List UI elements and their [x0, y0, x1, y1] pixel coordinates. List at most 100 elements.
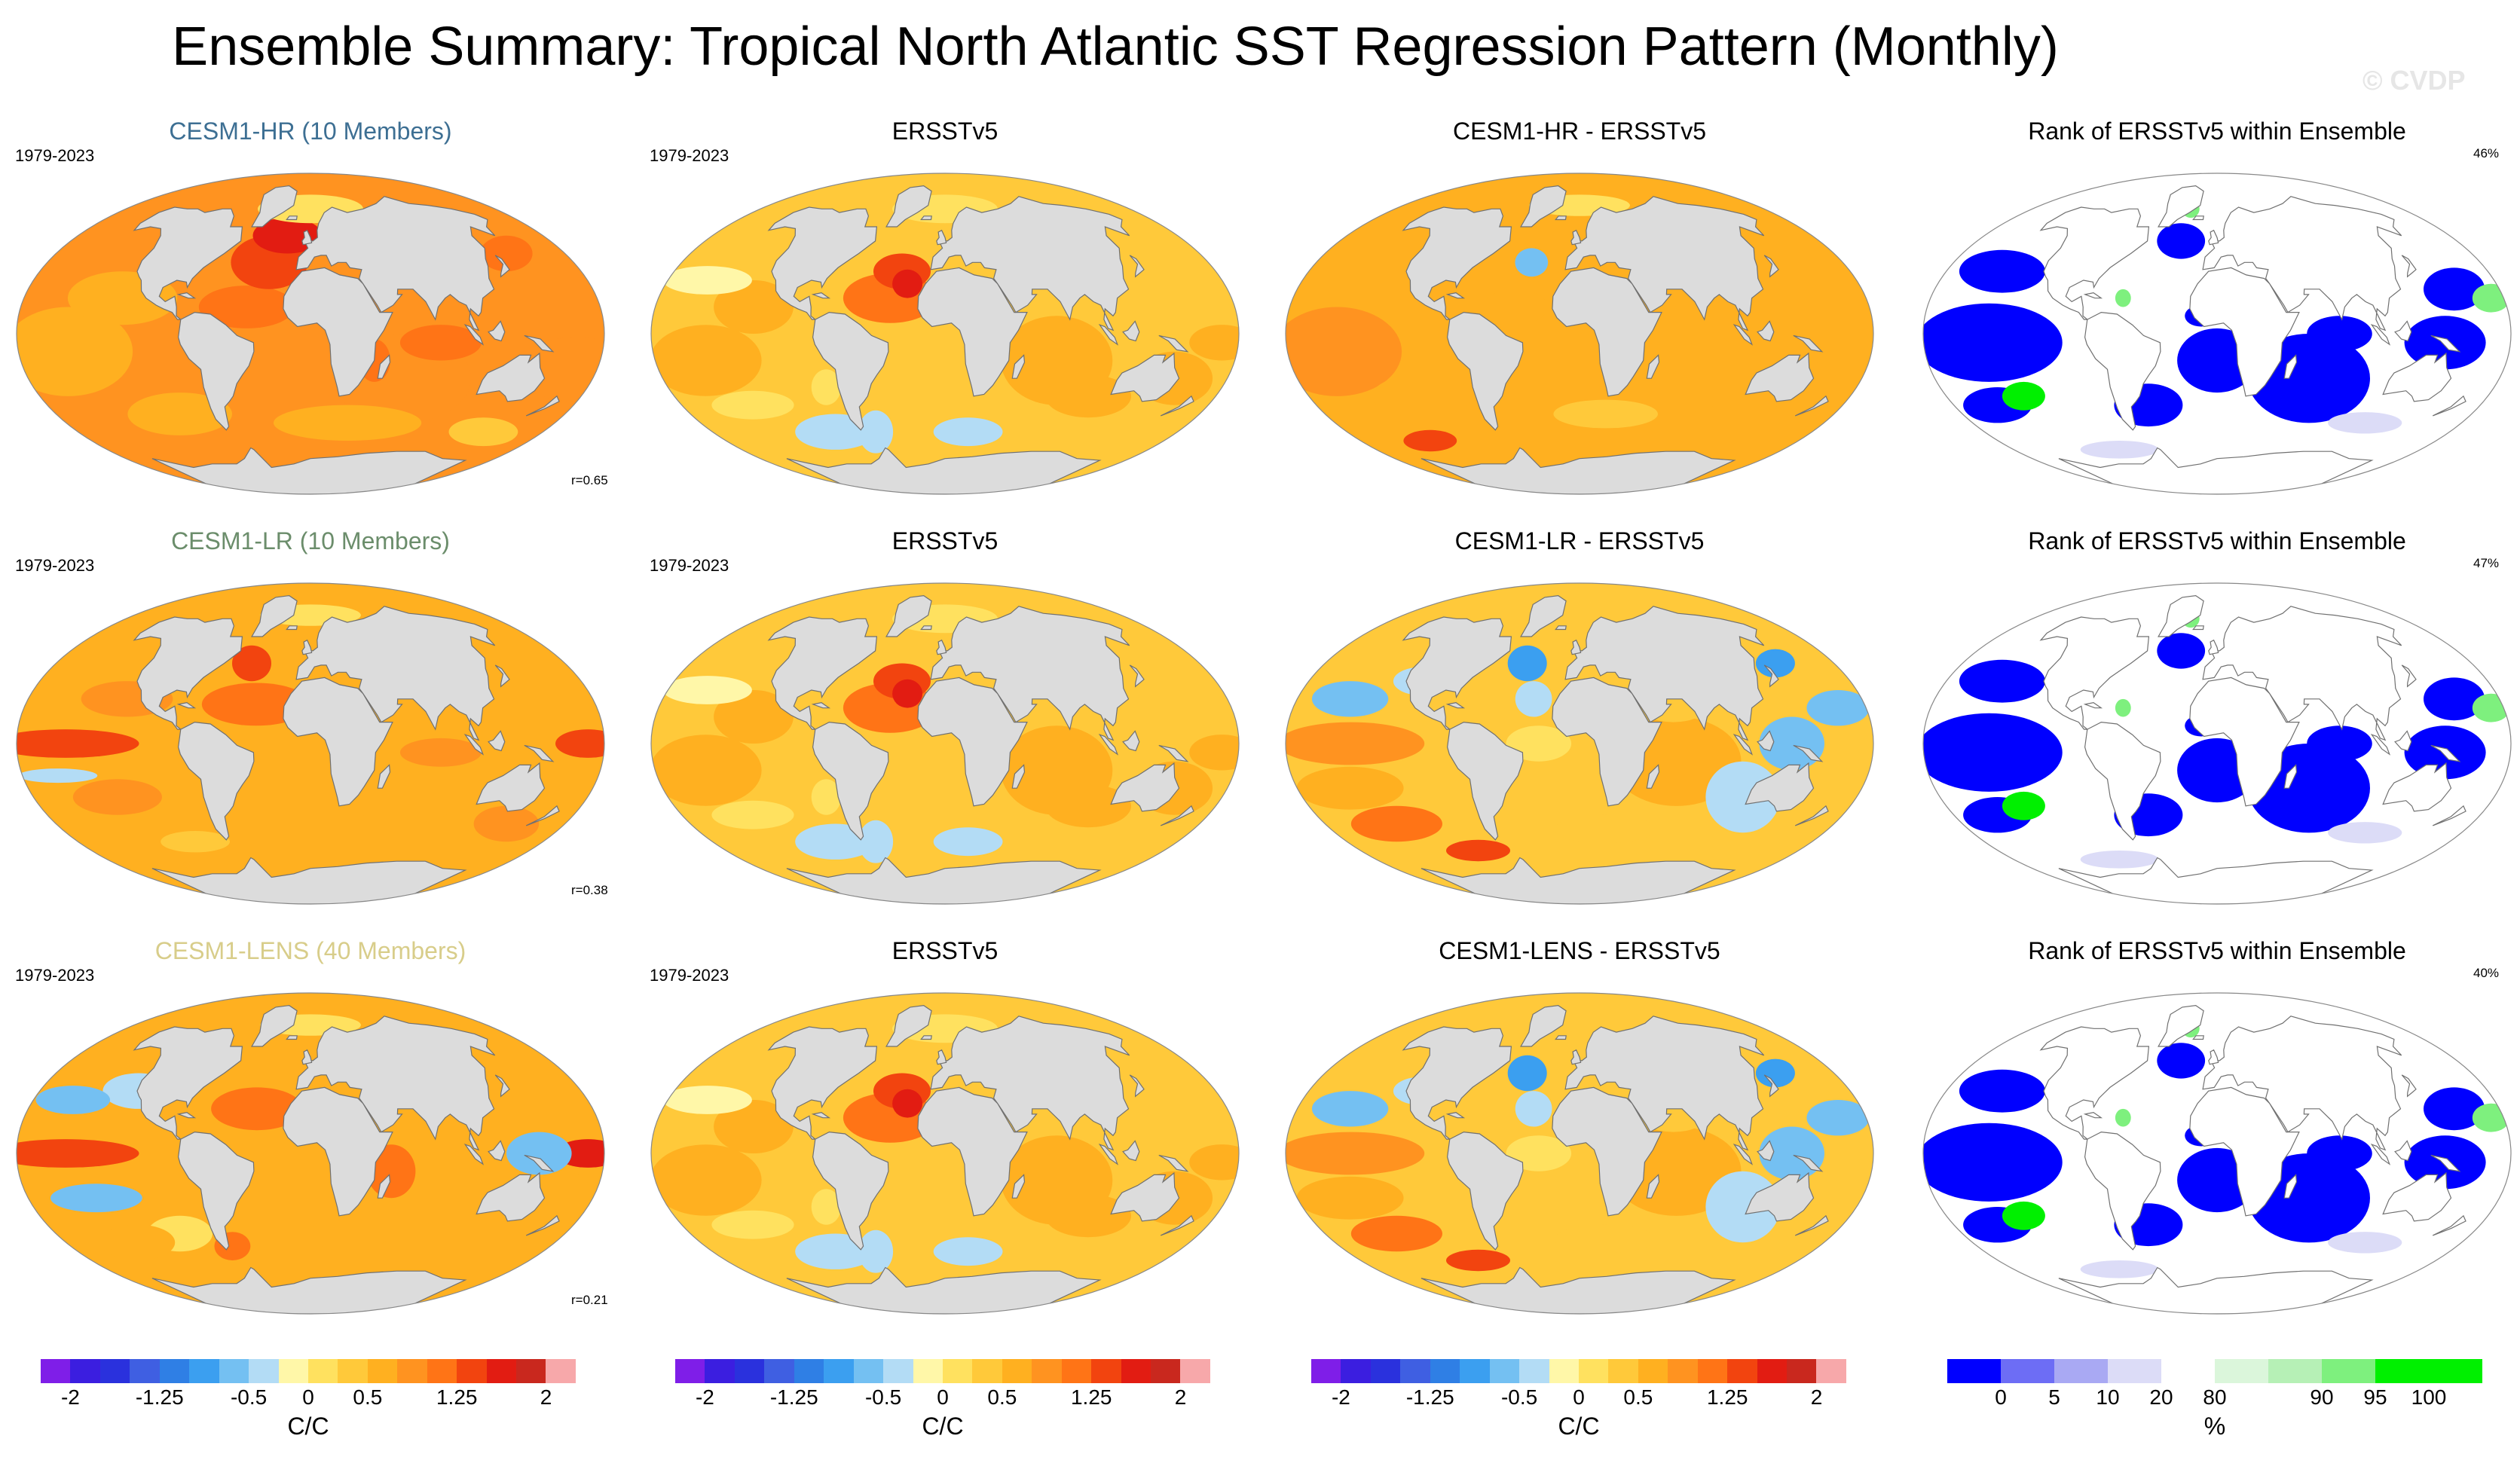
contour-region	[651, 735, 762, 806]
land-japan	[2401, 664, 2417, 688]
land-south-america	[1446, 1131, 1524, 1251]
colorbar-tick-label: -2	[1331, 1385, 1350, 1409]
map-outline	[1922, 173, 2512, 495]
land-madagascar	[377, 1174, 391, 1199]
land-eurasia	[1564, 196, 1765, 331]
contour-region	[2328, 822, 2402, 844]
pattern-correlation: r=0.21	[571, 1293, 608, 1307]
colorbar-tick-label: 0	[1995, 1385, 2007, 1409]
colorbar-tick-label: 2	[1174, 1385, 1187, 1409]
land-eurasia	[1564, 606, 1765, 741]
colorbar-swatch	[1002, 1359, 1032, 1383]
land-madagascar	[2283, 764, 2298, 789]
field-layer	[17, 993, 604, 1314]
land-north-america	[1402, 616, 1512, 730]
colorbar-swatch	[1180, 1359, 1210, 1383]
land-new-zealand	[2432, 1214, 2466, 1236]
colorbar-swatch	[734, 1359, 765, 1383]
contour-region	[399, 738, 482, 767]
colorbar-swatch	[99, 1359, 130, 1383]
colorbar-swatch	[1947, 1359, 2001, 1383]
land-japan	[494, 664, 510, 688]
land-north-america	[2039, 206, 2150, 320]
contour-region	[2080, 851, 2159, 869]
land-north-america	[133, 206, 243, 320]
contour-region	[2472, 283, 2510, 313]
contour-region	[1755, 649, 1795, 678]
land-africa	[2189, 267, 2300, 397]
contour-region	[127, 393, 232, 435]
sst-map	[16, 992, 605, 1315]
land-japan	[1763, 664, 1779, 688]
contour-region	[2157, 223, 2206, 259]
land-australia	[1110, 1171, 1180, 1222]
land-cuba	[1445, 292, 1466, 299]
contour-region	[17, 1139, 139, 1168]
contour-region	[480, 235, 533, 272]
contour-region	[714, 280, 794, 334]
land-australia	[1110, 352, 1180, 402]
sst-map	[1285, 173, 1874, 495]
land-british-isles	[1570, 229, 1582, 246]
colorbar-swatch	[1311, 1359, 1341, 1383]
contour-region	[2157, 633, 2206, 669]
land-iceland	[2192, 215, 2204, 221]
panel-title: CESM1-LENS (40 Members)	[154, 937, 466, 964]
contour-region	[555, 729, 604, 758]
land-british-isles	[2208, 1049, 2219, 1065]
land-borneo	[1122, 320, 1140, 342]
land-british-isles	[1570, 1049, 1582, 1065]
panel-title: ERSSTv5	[891, 527, 999, 554]
contour-region	[1507, 645, 1547, 682]
sst-map	[16, 173, 605, 495]
land-madagascar	[1646, 354, 1660, 379]
period-label: 1979-2023	[650, 146, 729, 165]
colorbar-unit: C/C	[1558, 1413, 1600, 1440]
contour-region	[2472, 693, 2510, 722]
contour-region	[1484, 289, 1548, 325]
colorbar-swatch	[972, 1359, 1002, 1383]
colorbar-swatch	[824, 1359, 854, 1383]
field-layer	[651, 993, 1239, 1314]
land-british-isles	[2208, 639, 2219, 655]
land-japan	[1129, 1074, 1145, 1098]
land-sumatra	[2370, 1144, 2391, 1165]
colorbar-swatch	[1787, 1359, 1817, 1383]
field-layer	[651, 583, 1239, 904]
contour-region	[1189, 735, 1239, 771]
field-layer	[1286, 173, 1873, 494]
land-antarctica	[1421, 857, 1736, 904]
land-sumatra	[463, 734, 485, 756]
contour-region	[711, 800, 794, 829]
colorbar-tick-label: 90	[2310, 1385, 2334, 1409]
panel-title: CESM1-HR - ERSSTv5	[1452, 118, 1707, 145]
colorbar-swatch	[913, 1359, 943, 1383]
land-eurasia	[930, 196, 1130, 331]
colorbar-swatch	[2322, 1359, 2375, 1383]
land-antarctica	[1421, 1266, 1736, 1314]
land-borneo	[488, 320, 506, 342]
land-africa	[917, 267, 1028, 397]
land-borneo	[1757, 320, 1775, 342]
land-eurasia	[295, 1016, 496, 1151]
contour-region	[1755, 1058, 1795, 1088]
contour-region	[1446, 1249, 1510, 1272]
land-antarctica	[786, 447, 1102, 494]
land-antarctica	[151, 447, 467, 494]
land-japan	[2401, 1074, 2417, 1098]
land-new-guinea	[1793, 334, 1824, 353]
land-madagascar	[377, 764, 391, 789]
map-outline	[650, 992, 1240, 1315]
land-south-america	[812, 1131, 889, 1251]
colorbar-swatch	[2161, 1359, 2215, 1383]
contour-region	[2307, 725, 2372, 762]
colorbar-tick-label: -2	[60, 1385, 80, 1409]
land-british-isles	[301, 1049, 313, 1065]
colorbar-swatch	[2268, 1359, 2322, 1383]
colorbar-swatch	[1121, 1359, 1151, 1383]
colorbar-tick-label: -0.5	[1500, 1385, 1538, 1409]
panel-title: CESM1-LR (10 Members)	[171, 527, 450, 554]
colorbar-swatch	[1519, 1359, 1549, 1383]
colorbar-swatch	[1370, 1359, 1401, 1383]
colorbar-tick-label: 10	[2096, 1385, 2120, 1409]
